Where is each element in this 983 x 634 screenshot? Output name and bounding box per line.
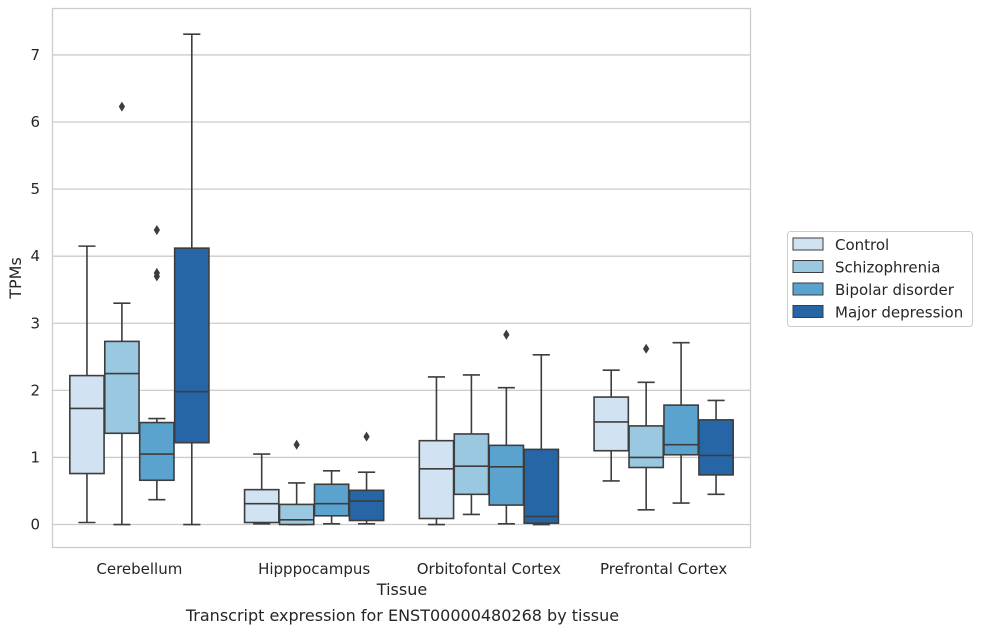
box-schizophrenia [278,439,315,526]
box-schizophrenia [103,101,140,526]
legend-swatch [792,305,824,318]
box-control [418,376,455,526]
box-major-depression [173,33,210,526]
iqr-box [69,374,105,475]
box-control [69,245,105,524]
x-tick-labels: Cerebellum Hipppocampus Orbitofontal Corte… [96,560,727,578]
box-bipolar-disorder [488,329,525,525]
legend: Control Schizophrenia Bipolar disorder Majo… [787,231,973,327]
legend-swatch [792,260,824,273]
box-bipolar-disorder [138,224,175,501]
y-tick-label: 5 [30,180,40,198]
box-schizophrenia [453,374,490,516]
box-major-depression [698,399,734,496]
y-tick-labels: 0 1 2 3 4 5 6 7 [30,46,40,534]
legend-label: Control [835,236,889,254]
y-tick-label: 0 [30,516,40,534]
box-schizophrenia [628,343,665,511]
iqr-box [138,421,175,482]
iqr-box [173,247,210,444]
outlier-point [503,329,510,340]
x-tick-label: Orbitofontal Cortex [417,560,561,578]
plot-frame [51,7,752,549]
legend-swatch [792,237,824,251]
x-axis-title: Tissue [376,580,427,599]
legend-swatch [792,282,824,296]
iqr-box [313,483,350,517]
outlier-point [118,101,126,112]
y-tick-label: 4 [30,247,40,265]
y-tick-label: 7 [30,46,40,64]
box-control [243,453,280,525]
x-tick-label: Hipppocampus [258,560,370,578]
iqr-box [698,419,734,476]
box-bipolar-disorder [313,470,350,525]
box-control [593,369,630,482]
iqr-box [663,404,700,456]
legend-label: Schizophrenia [835,259,940,277]
iqr-box [523,448,560,524]
iqr-box [593,396,630,452]
iqr-box [488,444,525,506]
iqr-box [628,425,665,469]
outlier-point [153,271,160,282]
x-tick-label: Cerebellum [96,560,182,578]
y-tick-label: 1 [30,448,40,466]
legend-frame [787,231,973,327]
iqr-box [103,340,140,435]
iqr-box [278,503,315,526]
y-tick-label: 3 [30,314,40,332]
outlier-point [153,224,160,236]
outlier-point [293,439,300,450]
legend-label: Bipolar disorder [835,281,955,299]
y-tick-label: 2 [30,381,40,399]
y-axis-title: TPMs [6,257,25,300]
figure-caption: Transcript expression for ENST0000048026… [185,606,620,625]
iqr-box [348,489,385,522]
iqr-box [418,439,455,520]
box-plot-boxes [69,33,734,526]
box-bipolar-disorder [663,341,700,504]
x-tick-label: Prefrontal Cortex [600,560,727,578]
box-major-depression [348,431,385,525]
legend-label: Major depression [835,304,963,322]
outlier-point [643,343,650,354]
box-major-depression [523,354,560,526]
y-tick-label: 6 [30,113,40,131]
outlier-point [363,431,370,442]
iqr-box [453,433,490,496]
iqr-box [243,488,280,524]
